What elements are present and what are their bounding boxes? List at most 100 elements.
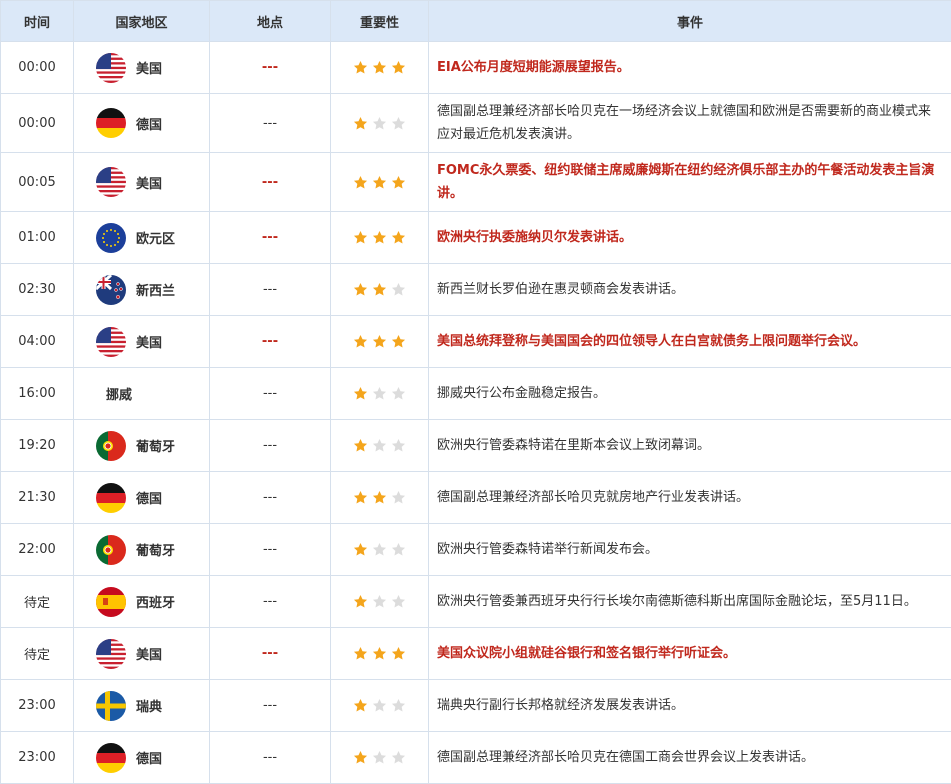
location-cell: --- <box>210 212 331 264</box>
star-icon <box>391 594 406 609</box>
star-icon <box>372 175 387 190</box>
column-header: 时间 <box>1 1 74 42</box>
star-icon <box>391 542 406 557</box>
time-cell: 00:00 <box>1 42 74 94</box>
importance-cell <box>331 212 429 264</box>
page: calendar {"table": { "header": ["时间", "国… <box>0 0 951 663</box>
flag <box>96 167 126 197</box>
star-icon <box>391 698 406 713</box>
star-icon <box>391 646 406 661</box>
importance-stars <box>351 594 408 609</box>
country-name: 美国 <box>136 332 162 351</box>
star-icon <box>353 438 368 453</box>
country-cell: 德国 <box>74 472 210 524</box>
star-icon <box>391 116 406 131</box>
country-info: 葡萄牙 <box>96 535 208 565</box>
country-info: 德国 <box>96 108 208 138</box>
time-cell: 02:30 <box>1 264 74 316</box>
location-cell: --- <box>210 368 331 420</box>
location-cell: --- <box>210 153 331 212</box>
star-icon <box>372 60 387 75</box>
location-cell: --- <box>210 732 331 784</box>
country-info: 西班牙 <box>96 587 208 617</box>
importance-stars <box>351 334 408 349</box>
event-cell: 新西兰财长罗伯逊在惠灵顿商会发表讲话。 <box>429 264 951 316</box>
event-row: 待定美国---美国众议院小组就硅谷银行和签名银行举行听证会。 <box>1 628 951 680</box>
flag <box>96 327 126 357</box>
star-icon <box>353 594 368 609</box>
star-icon <box>391 282 406 297</box>
importance-cell <box>331 680 429 732</box>
star-icon <box>353 60 368 75</box>
time-cell: 00:05 <box>1 153 74 212</box>
importance-cell <box>331 264 429 316</box>
event-row: 00:05 美国--- FOMC永久票委、纽约联储主席威廉姆斯在纽约经济俱乐部主办的… <box>1 153 951 212</box>
importance-cell <box>331 42 429 94</box>
flag <box>96 431 126 461</box>
location-cell: --- <box>210 94 331 153</box>
importance-stars <box>351 646 408 661</box>
country-name: 德国 <box>136 114 162 133</box>
star-icon <box>372 386 387 401</box>
event-cell: 欧洲央行管委兼西班牙央行行长埃尔南德斯德科斯出席国际金融论坛，至5月11日。 <box>429 576 951 628</box>
importance-stars <box>351 175 408 190</box>
star-icon <box>372 594 387 609</box>
country-cell: 德国 <box>74 94 210 153</box>
country-cell: 美国 <box>74 42 210 94</box>
flag <box>96 108 126 138</box>
star-icon <box>372 438 387 453</box>
column-header: 地点 <box>210 1 331 42</box>
importance-cell <box>331 420 429 472</box>
star-icon <box>391 386 406 401</box>
star-icon <box>353 542 368 557</box>
country-info: 瑞典 <box>96 691 208 721</box>
country-cell: 德国 <box>74 732 210 784</box>
star-icon <box>353 646 368 661</box>
location-cell: --- <box>210 628 331 680</box>
time-cell: 待定 <box>1 576 74 628</box>
star-icon <box>353 230 368 245</box>
flag <box>96 223 126 253</box>
time-cell: 22:00 <box>1 524 74 576</box>
country-cell: 欧元区 <box>74 212 210 264</box>
star-icon <box>391 230 406 245</box>
importance-stars <box>351 698 408 713</box>
star-icon <box>391 490 406 505</box>
country-name: 新西兰 <box>136 280 175 299</box>
time-cell: 待定 <box>1 628 74 680</box>
star-icon <box>391 750 406 765</box>
importance-cell <box>331 524 429 576</box>
country-cell: 葡萄牙 <box>74 420 210 472</box>
country-info: 美国 <box>96 327 208 357</box>
country-name: 美国 <box>136 58 162 77</box>
time-cell: 23:00 <box>1 732 74 784</box>
star-icon <box>391 334 406 349</box>
importance-stars <box>351 230 408 245</box>
country-info: 美国 <box>96 167 208 197</box>
column-header: 重要性 <box>331 1 429 42</box>
star-icon <box>391 438 406 453</box>
star-icon <box>353 334 368 349</box>
country-name: 美国 <box>136 644 162 663</box>
country-info: 美国 <box>96 639 208 669</box>
country-name: 葡萄牙 <box>136 540 175 559</box>
event-cell: FOMC永久票委、纽约联储主席威廉姆斯在纽约经济俱乐部主办的午餐活动发表主旨演讲… <box>429 153 951 212</box>
location-cell: --- <box>210 316 331 368</box>
time-cell: 23:00 <box>1 680 74 732</box>
star-icon <box>391 175 406 190</box>
importance-cell <box>331 368 429 420</box>
star-icon <box>353 750 368 765</box>
country-cell: 新西兰 <box>74 264 210 316</box>
flag <box>96 53 126 83</box>
importance-cell <box>331 576 429 628</box>
event-cell: 美国总统拜登称与美国国会的四位领导人在白宫就债务上限问题举行会议。 <box>429 316 951 368</box>
importance-cell <box>331 732 429 784</box>
